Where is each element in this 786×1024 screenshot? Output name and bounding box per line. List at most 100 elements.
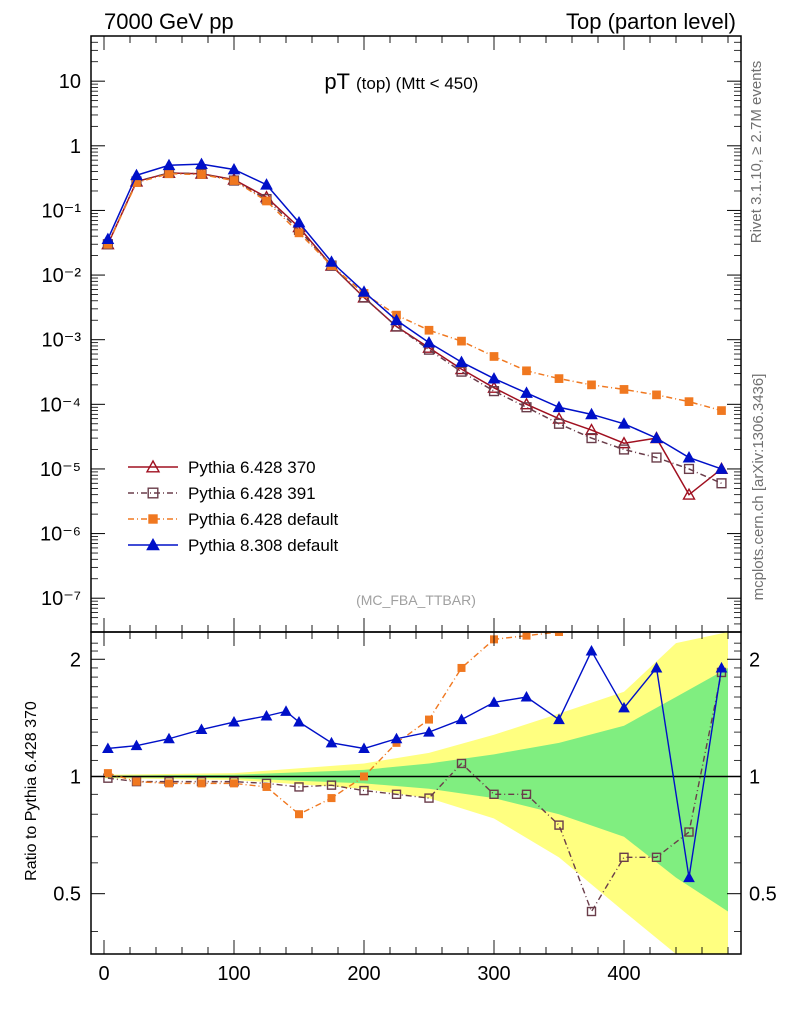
legend-label: Pythia 6.428 370 xyxy=(188,458,316,477)
rivet-label: Rivet 3.1.10, ≥ 2.7M events xyxy=(748,61,765,244)
legend-label: Pythia 8.308 default xyxy=(188,536,339,555)
ratio-point xyxy=(103,769,112,778)
data-point xyxy=(619,385,629,394)
series-line xyxy=(107,163,722,470)
data-point xyxy=(424,325,434,335)
ratio-point xyxy=(165,779,173,788)
data-point xyxy=(520,386,533,398)
data-point xyxy=(456,366,467,377)
ratio-y-label: Ratio to Pythia 6.428 370 xyxy=(23,701,40,881)
series-line xyxy=(107,172,722,484)
ratio-point xyxy=(391,789,402,799)
ratio-point xyxy=(520,690,533,702)
data-point xyxy=(553,418,565,429)
data-point xyxy=(262,196,271,206)
ratio-series-pythia-8-308-default xyxy=(102,644,728,883)
ratio-point xyxy=(424,793,434,803)
legend-label: Pythia 6.428 default xyxy=(188,510,339,529)
series-pythia-6-428-default xyxy=(103,169,726,415)
header-left: 7000 GeV pp xyxy=(104,9,234,34)
data-point xyxy=(457,336,466,346)
ratio-panel: 0.5 0.5 1 1 2 2 0 100 200 300 400 Ratio to Pythia … xyxy=(23,631,777,985)
data-point xyxy=(519,397,534,410)
data-point xyxy=(294,228,304,238)
y-tick-label: 10⁻⁵ xyxy=(40,459,81,481)
legend-item: Pythia 6.428 default xyxy=(128,510,339,529)
data-point xyxy=(585,407,598,420)
ratio-point xyxy=(230,779,238,788)
legend-marker xyxy=(146,537,160,551)
ratio-point xyxy=(359,785,369,796)
data-point xyxy=(552,400,566,413)
data-point xyxy=(618,444,630,455)
data-point xyxy=(197,170,206,179)
ratio-point xyxy=(423,726,435,737)
ratio-point xyxy=(280,705,292,716)
ratio-point xyxy=(683,871,695,883)
data-point xyxy=(130,168,143,181)
y-tick-label: 10⁻⁶ xyxy=(40,524,81,546)
data-point xyxy=(101,232,115,245)
data-point xyxy=(162,158,176,171)
series-pythia-6-428-391 xyxy=(102,167,727,489)
y-tick-label: 10⁻⁷ xyxy=(41,588,81,610)
series-line xyxy=(107,172,722,496)
ratio-point xyxy=(262,782,271,791)
ratio-point xyxy=(425,715,433,724)
ratio-point xyxy=(489,789,499,799)
legend-item: Pythia 6.428 391 xyxy=(128,484,316,503)
data-point xyxy=(292,215,306,228)
series-pythia-8-308-default xyxy=(101,157,728,474)
uncertainty-band-inner xyxy=(104,667,728,912)
data-point xyxy=(617,417,631,429)
legend-label: Pythia 6.428 391 xyxy=(188,484,316,503)
ratio-point xyxy=(618,701,630,713)
y-tick-label: 10 xyxy=(59,71,81,93)
data-point xyxy=(522,366,531,376)
ratio-point xyxy=(325,736,338,748)
watermark: (MC_FBA_TTBAR) xyxy=(356,592,476,608)
ratio-point xyxy=(455,713,468,725)
data-point xyxy=(682,451,696,463)
data-point xyxy=(554,374,564,383)
data-point xyxy=(227,162,241,175)
data-point xyxy=(715,462,728,474)
data-point xyxy=(650,431,663,444)
ratio-point xyxy=(294,782,304,792)
data-point xyxy=(487,372,501,384)
ratio-point xyxy=(132,777,141,786)
ratio-point xyxy=(650,661,663,673)
legend-marker xyxy=(148,514,158,524)
data-point xyxy=(164,169,174,179)
y-tick-label: 10⁻² xyxy=(42,265,82,287)
data-point xyxy=(357,285,371,297)
data-point xyxy=(489,352,499,361)
legend-item: Pythia 6.428 370 xyxy=(128,458,316,477)
ratio-point xyxy=(715,661,728,673)
ratio-point xyxy=(102,742,114,753)
ratio-point xyxy=(326,780,337,790)
uncertainty-band-outer xyxy=(104,632,728,954)
ratio-point xyxy=(260,709,273,721)
data-point xyxy=(683,463,695,475)
x-tick-label: 300 xyxy=(477,963,510,985)
ratio-point xyxy=(390,732,403,744)
ratio-point xyxy=(327,794,336,803)
ratio-point xyxy=(521,789,532,799)
data-point xyxy=(422,336,436,348)
data-point xyxy=(229,176,239,185)
x-tick-label: 100 xyxy=(217,963,250,985)
ratio-point xyxy=(586,906,597,917)
ratio-line xyxy=(107,672,723,914)
data-point xyxy=(584,423,599,436)
data-point xyxy=(586,433,597,444)
data-point xyxy=(260,178,273,190)
ratio-point xyxy=(360,772,368,781)
y-tick-label: 10⁻³ xyxy=(42,330,82,352)
data-point xyxy=(682,487,696,500)
ratio-point xyxy=(456,758,467,769)
data-point xyxy=(684,397,694,406)
x-tick-label: 400 xyxy=(607,963,640,985)
x-tick-label: 200 xyxy=(347,963,380,985)
